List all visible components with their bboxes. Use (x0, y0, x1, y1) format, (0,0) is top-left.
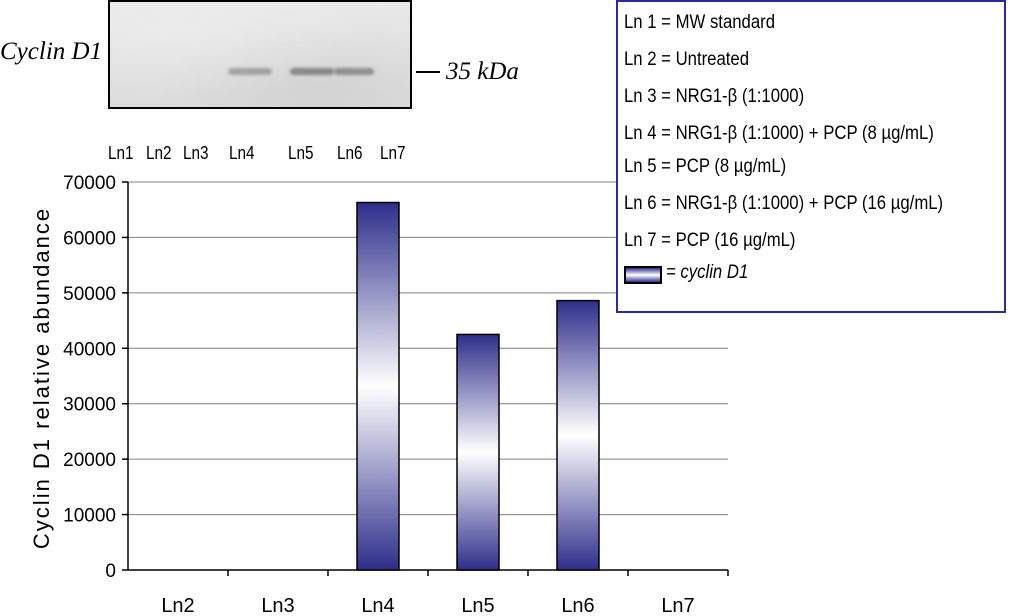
y-tick-label: 0 (105, 561, 116, 582)
bar-ln4 (356, 201, 400, 571)
legend-series-label: = cyclin D1 (666, 262, 749, 283)
x-tick-label: Ln7 (661, 595, 694, 616)
y-tick-label: 70000 (63, 173, 116, 194)
western-blot-image (108, 0, 412, 109)
blot-lane-label: Ln3 (183, 143, 209, 163)
legend-item: Ln 3 = NRG1-β (1:1000) (624, 86, 805, 107)
blot-lane-label: Ln1 (108, 143, 134, 163)
blot-lane-label: Ln6 (337, 143, 363, 163)
molecular-weight-marker-label: 35 kDa (446, 58, 519, 85)
blot-background (110, 2, 410, 107)
legend-item: Ln 4 = NRG1-β (1:1000) + PCP (8 µg/mL) (624, 123, 934, 144)
y-tick-label: 50000 (63, 284, 116, 305)
blot-lane-label: Ln2 (146, 143, 172, 163)
x-tick-label: Ln2 (161, 595, 194, 616)
y-tick-label: 40000 (63, 339, 116, 360)
legend-item: Ln 2 = Untreated (624, 49, 750, 70)
bar-ln5 (456, 333, 500, 571)
x-tick-label: Ln5 (461, 595, 494, 616)
blot-band-lane6 (334, 68, 374, 75)
y-tick-label: 20000 (63, 450, 116, 471)
blot-protein-label: Cyclin D1 (0, 38, 103, 65)
bar-ln6 (556, 299, 600, 571)
y-tick-label: 60000 (63, 228, 116, 249)
legend-item: Ln 6 = NRG1-β (1:1000) + PCP (16 µg/mL) (624, 193, 944, 214)
blot-band-lane5 (290, 68, 334, 75)
y-tick-label: 10000 (63, 506, 116, 527)
y-tick-label: 30000 (63, 395, 116, 416)
legend-item: Ln 5 = PCP (8 µg/mL) (624, 156, 787, 177)
blot-lane-label: Ln5 (288, 143, 314, 163)
blot-lane-label: Ln7 (380, 143, 406, 163)
chart-legend: Ln 1 = MW standard Ln 2 = Untreated Ln 3… (616, 0, 1006, 313)
x-tick-label: Ln6 (561, 595, 594, 616)
y-axis-title: Cyclin D1 relative abundance (29, 206, 54, 550)
legend-item: Ln 1 = MW standard (624, 12, 776, 33)
x-tick-label: Ln3 (261, 595, 294, 616)
legend-item: Ln 7 = PCP (16 µg/mL) (624, 230, 796, 251)
blot-band-lane4 (228, 68, 272, 75)
blot-lane-label: Ln4 (229, 143, 255, 163)
molecular-weight-marker-line (416, 71, 440, 73)
x-tick-label: Ln4 (361, 595, 394, 616)
legend-series-swatch (624, 266, 662, 284)
